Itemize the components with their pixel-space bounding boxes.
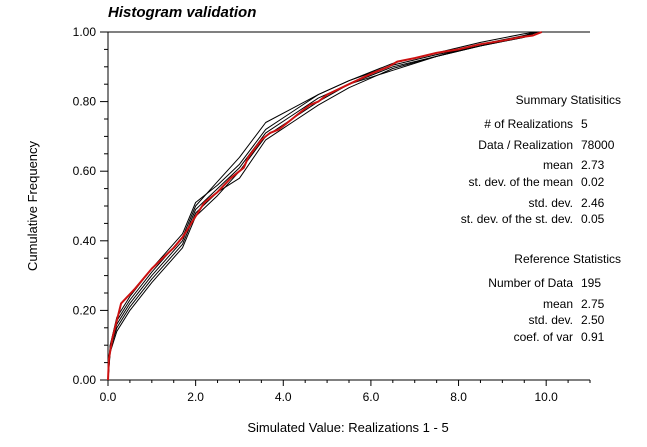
reference-cdf-line <box>107 31 543 381</box>
summary-stat-value: 0.05 <box>581 212 605 226</box>
reference-stat-value: 2.50 <box>581 313 605 327</box>
reference-stat-label: coef. of var <box>514 330 573 344</box>
x-tick-label: 10.0 <box>535 390 559 404</box>
reference-stat-value: 195 <box>581 276 601 290</box>
y-tick-label: 0.20 <box>73 303 97 317</box>
y-tick-label: 1.00 <box>73 25 97 39</box>
reference-stat-value: 2.75 <box>581 297 605 311</box>
reference-stat-label: std. dev. <box>529 313 573 327</box>
x-tick-label: 6.0 <box>363 390 380 404</box>
x-tick-label: 4.0 <box>275 390 292 404</box>
summary-stat-label: Data / Realization <box>478 138 573 152</box>
reference-stat-label: Number of Data <box>488 276 573 290</box>
realization-cdf-line <box>107 31 538 381</box>
summary-stat-value: 2.73 <box>581 158 605 172</box>
x-axis-label: Simulated Value: Realizations 1 - 5 <box>247 420 448 435</box>
realization-cdf-line <box>107 31 538 381</box>
realization-cdf-line <box>107 31 538 381</box>
series-group <box>107 31 543 381</box>
x-tick-label: 0.0 <box>100 390 117 404</box>
reference-stat-value: 0.91 <box>581 330 605 344</box>
statistics-panel: Summary Statisitics Reference Statistics… <box>461 93 621 344</box>
realization-cdf-line <box>107 31 538 381</box>
y-tick-label: 0.00 <box>73 373 97 387</box>
summary-stat-label: st. dev. of the st. dev. <box>461 212 573 226</box>
x-tick-label: 8.0 <box>450 390 467 404</box>
summary-stat-label: # of Realizations <box>484 117 573 131</box>
summary-stat-label: mean <box>543 158 573 172</box>
summary-stat-value: 2.46 <box>581 196 605 210</box>
x-tick-label: 2.0 <box>187 390 204 404</box>
reference-stat-label: mean <box>543 297 573 311</box>
summary-stat-value: 5 <box>581 117 588 131</box>
reference-stats-header: Reference Statistics <box>514 252 621 266</box>
tick-group: 0.0 2.0 4.0 6.0 8.0 10.0 0.00 0.20 0.40 0.60 0.80 1… <box>73 25 591 404</box>
summary-stat-label: std. dev. <box>529 196 573 210</box>
realization-cdf-line <box>107 31 538 381</box>
summary-stat-value: 0.02 <box>581 175 605 189</box>
summary-stats-header: Summary Statisitics <box>516 93 621 107</box>
chart-title: Histogram validation <box>108 4 256 21</box>
y-tick-label: 0.80 <box>73 95 97 109</box>
y-tick-label: 0.40 <box>73 234 97 248</box>
y-axis-label: Cumulative Frequency <box>25 140 40 271</box>
summary-stat-label: st. dev. of the mean <box>468 175 573 189</box>
summary-stat-value: 78000 <box>581 138 615 152</box>
y-tick-label: 0.60 <box>73 164 97 178</box>
